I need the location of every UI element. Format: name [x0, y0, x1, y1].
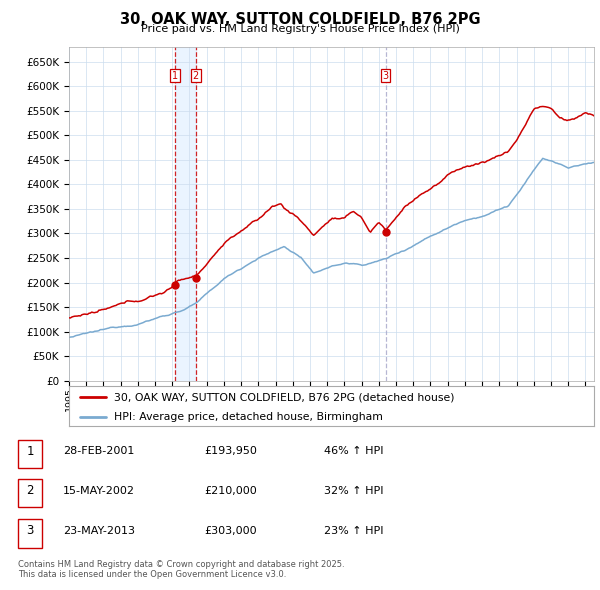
Text: 1: 1 [26, 445, 34, 458]
Text: Price paid vs. HM Land Registry's House Price Index (HPI): Price paid vs. HM Land Registry's House … [140, 24, 460, 34]
Text: £210,000: £210,000 [204, 486, 257, 496]
Text: 28-FEB-2001: 28-FEB-2001 [63, 447, 134, 456]
Text: 2: 2 [26, 484, 34, 497]
Text: 3: 3 [382, 71, 389, 80]
Text: 2: 2 [193, 71, 199, 80]
Text: 30, OAK WAY, SUTTON COLDFIELD, B76 2PG: 30, OAK WAY, SUTTON COLDFIELD, B76 2PG [119, 12, 481, 27]
Text: Contains HM Land Registry data © Crown copyright and database right 2025.
This d: Contains HM Land Registry data © Crown c… [18, 560, 344, 579]
Text: 23-MAY-2013: 23-MAY-2013 [63, 526, 135, 536]
Bar [175, 47, 196, 381]
Text: £303,000: £303,000 [204, 526, 257, 536]
Text: 15-MAY-2002: 15-MAY-2002 [63, 486, 135, 496]
Text: 32% ↑ HPI: 32% ↑ HPI [324, 486, 383, 496]
Text: £193,950: £193,950 [204, 447, 257, 456]
Text: 3: 3 [26, 525, 34, 537]
Text: HPI: Average price, detached house, Birmingham: HPI: Average price, detached house, Birm… [113, 412, 383, 422]
Text: 23% ↑ HPI: 23% ↑ HPI [324, 526, 383, 536]
Text: 46% ↑ HPI: 46% ↑ HPI [324, 447, 383, 456]
Text: 30, OAK WAY, SUTTON COLDFIELD, B76 2PG (detached house): 30, OAK WAY, SUTTON COLDFIELD, B76 2PG (… [113, 392, 454, 402]
Text: 1: 1 [172, 71, 178, 80]
